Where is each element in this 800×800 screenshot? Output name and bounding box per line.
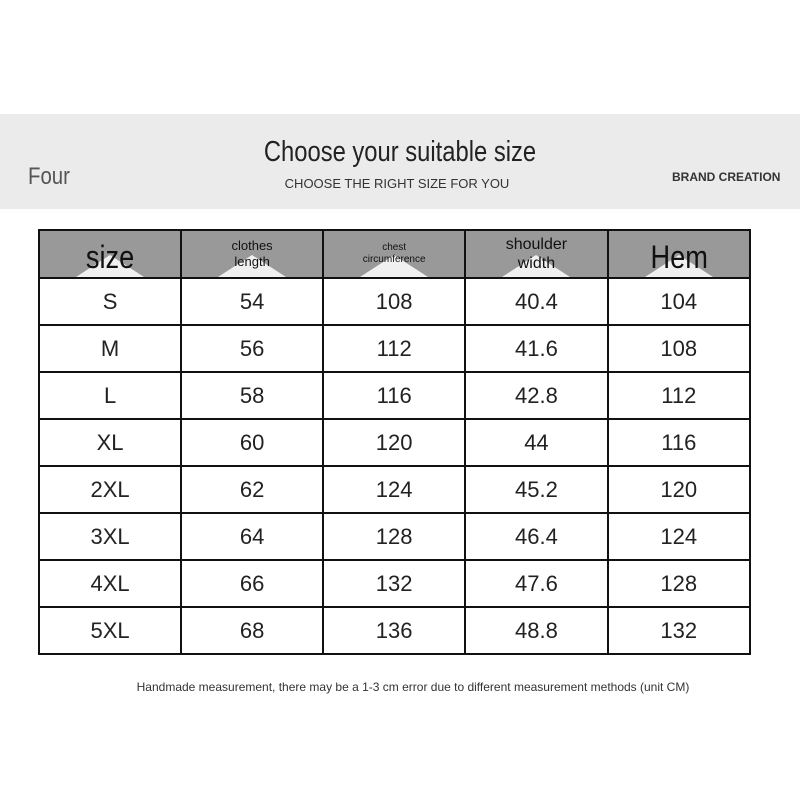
table-cell: L (37, 371, 183, 420)
table-cell: 47.6 (464, 559, 609, 608)
column-header-clothes-length: clothes length (180, 229, 324, 279)
table-row: S 54 108 40.4 104 (37, 277, 752, 326)
table-cell: 132 (321, 559, 467, 608)
table-cell: M (37, 324, 183, 373)
header-text: size (85, 238, 135, 275)
table-cell: 116 (321, 371, 467, 420)
table-cell: 116 (606, 418, 752, 467)
header-text: clothes (231, 238, 273, 254)
column-header-chest: chest circumference (321, 229, 467, 279)
table-row: L 58 116 42.8 112 (37, 371, 752, 420)
table-cell: 2XL (37, 465, 183, 514)
table-cell: 124 (321, 465, 467, 514)
table-cell: 60 (180, 418, 324, 467)
column-header-hem: Hem (606, 229, 752, 279)
table-cell: 54 (180, 277, 324, 326)
table-cell: 124 (606, 512, 752, 561)
table-cell: S (37, 277, 183, 326)
page-title: Choose your suitable size (263, 136, 537, 168)
table-cell: 104 (606, 277, 752, 326)
table-cell: 62 (180, 465, 324, 514)
table-cell: 42.8 (464, 371, 609, 420)
table-cell: 120 (321, 418, 467, 467)
header-text: shoulder (505, 235, 568, 253)
table-cell: 128 (321, 512, 467, 561)
table-cell: 5XL (37, 606, 183, 655)
brand-label: BRAND CREATION (672, 170, 781, 184)
table-cell: 40.4 (464, 277, 609, 326)
table-cell: 46.4 (464, 512, 609, 561)
table-header-row: size clothes length chest circumference sh… (37, 229, 752, 279)
table-row: 3XL 64 128 46.4 124 (37, 512, 752, 561)
table-cell: 58 (180, 371, 324, 420)
table-cell: 112 (606, 371, 752, 420)
header-text: length (234, 254, 270, 269)
size-table: size clothes length chest circumference sh… (37, 229, 752, 655)
table-cell: 41.6 (464, 324, 609, 373)
table-cell: 45.2 (464, 465, 609, 514)
measurement-note: Handmade measurement, there may be a 1-3… (136, 680, 690, 694)
table-row: 2XL 62 124 45.2 120 (37, 465, 752, 514)
table-cell: 68 (180, 606, 324, 655)
header-text: width (517, 255, 556, 272)
header-text: chest (382, 242, 407, 253)
table-row: XL 60 120 44 116 (37, 418, 752, 467)
table-cell: 128 (606, 559, 752, 608)
table-cell: 112 (321, 324, 467, 373)
table-cell: 48.8 (464, 606, 609, 655)
table-cell: 44 (464, 418, 609, 467)
table-row: 5XL 68 136 48.8 132 (37, 606, 752, 655)
table-row: 4XL 66 132 47.6 128 (37, 559, 752, 608)
table-row: M 56 112 41.6 108 (37, 324, 752, 373)
table-cell: 132 (606, 606, 752, 655)
table-cell: 56 (180, 324, 324, 373)
column-header-shoulder: shoulder width (464, 229, 609, 279)
table-cell: XL (37, 418, 183, 467)
header-banner: Four Choose your suitable size CHOOSE TH… (0, 114, 800, 209)
column-header-size: size (37, 229, 183, 279)
page-subtitle: CHOOSE THE RIGHT SIZE FOR YOU (284, 176, 510, 191)
table-cell: 108 (321, 277, 467, 326)
table-cell: 4XL (37, 559, 183, 608)
header-text: Hem (650, 238, 708, 275)
header-text: circumference (362, 254, 426, 265)
table-cell: 136 (321, 606, 467, 655)
table-cell: 3XL (37, 512, 183, 561)
left-label: Four (28, 163, 70, 190)
table-cell: 66 (180, 559, 324, 608)
table-cell: 120 (606, 465, 752, 514)
table-cell: 108 (606, 324, 752, 373)
table-cell: 64 (180, 512, 324, 561)
